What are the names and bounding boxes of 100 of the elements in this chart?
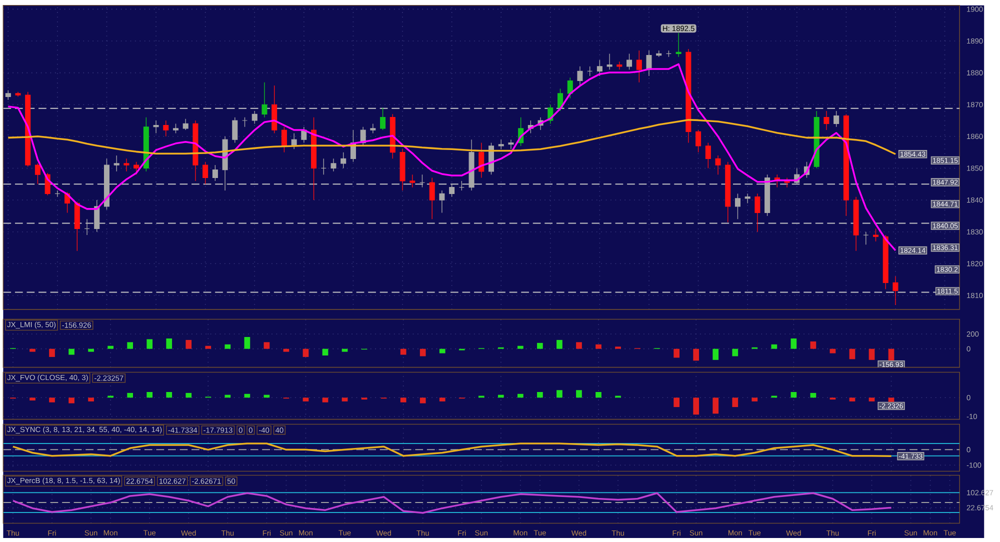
bar — [146, 392, 153, 398]
candlestick — [873, 228, 879, 242]
bar — [186, 340, 192, 349]
candlestick — [153, 120, 159, 134]
bar — [537, 392, 543, 398]
candlestick — [567, 77, 573, 98]
candlestick — [134, 161, 140, 175]
bar — [849, 398, 856, 402]
bar — [576, 342, 582, 349]
bar — [244, 336, 250, 349]
candlestick — [458, 180, 464, 191]
candlestick — [754, 193, 760, 232]
bar — [186, 392, 192, 398]
bar — [420, 398, 426, 404]
candlestick — [410, 174, 416, 188]
candlestick — [114, 155, 120, 172]
bar — [556, 340, 562, 349]
candlestick — [419, 174, 425, 188]
candlestick — [636, 50, 642, 83]
bar — [400, 398, 406, 402]
candlestick — [784, 177, 790, 188]
bar — [322, 398, 328, 402]
candlestick — [163, 120, 169, 137]
candlestick — [715, 155, 721, 175]
bar — [674, 398, 680, 407]
candlestick — [124, 158, 130, 172]
bar — [49, 348, 55, 357]
candlestick — [606, 53, 612, 70]
bar — [537, 342, 543, 349]
bar — [49, 398, 55, 402]
bar — [30, 348, 36, 352]
candlestick — [252, 110, 258, 124]
candlestick — [596, 60, 602, 76]
bar — [146, 339, 153, 349]
bar — [849, 348, 856, 360]
bar — [868, 348, 875, 360]
bar — [556, 390, 562, 398]
bar — [224, 344, 231, 349]
bar — [830, 348, 836, 354]
bar — [127, 392, 133, 398]
candlestick — [172, 123, 179, 134]
candlestick — [212, 164, 218, 182]
bar — [88, 348, 94, 352]
candlestick — [340, 152, 346, 168]
candlestick — [242, 116, 248, 128]
bar — [693, 348, 700, 361]
candlestick — [330, 158, 336, 172]
bar — [166, 392, 172, 398]
candlestick — [626, 53, 632, 70]
candlestick — [449, 184, 455, 198]
bar — [810, 341, 816, 349]
bar — [498, 394, 504, 398]
bar — [283, 348, 290, 352]
bar — [868, 398, 875, 402]
candlestick — [892, 276, 898, 306]
candlestick — [320, 158, 326, 175]
candlestick — [824, 110, 830, 130]
bar — [302, 348, 309, 357]
bar — [88, 398, 94, 402]
bar — [615, 346, 621, 349]
bar — [342, 398, 348, 402]
candlestick — [616, 61, 622, 70]
bar — [420, 348, 426, 356]
candlestick — [705, 142, 711, 168]
candlestick — [370, 123, 376, 134]
candlestick — [558, 88, 564, 112]
candlestick — [439, 190, 445, 213]
candlestick — [5, 90, 11, 100]
bar — [302, 398, 309, 402]
candlestick — [646, 50, 652, 76]
candlestick — [54, 190, 60, 198]
bar — [439, 398, 446, 402]
candlestick — [587, 66, 593, 76]
candlestick — [734, 193, 740, 220]
bar — [68, 348, 74, 355]
candlestick — [262, 82, 268, 118]
bar — [732, 398, 738, 407]
bar — [30, 398, 36, 400]
bar — [108, 346, 114, 349]
candlestick — [202, 161, 208, 184]
bar — [127, 342, 133, 349]
candlestick — [34, 163, 40, 184]
candlestick — [94, 200, 100, 232]
bar — [712, 398, 719, 414]
bar — [518, 394, 524, 398]
candlestick — [498, 139, 504, 150]
bar — [790, 338, 797, 349]
bar — [342, 348, 348, 352]
candlestick — [281, 126, 287, 153]
candlestick — [508, 139, 514, 150]
bar — [322, 348, 328, 356]
bar — [224, 394, 231, 398]
bar — [888, 348, 894, 360]
bar — [68, 398, 74, 404]
candlestick — [744, 193, 750, 204]
bar — [576, 390, 582, 398]
bar — [752, 398, 758, 402]
candlestick — [863, 231, 869, 245]
bar — [771, 344, 778, 349]
candlestick — [84, 218, 90, 236]
